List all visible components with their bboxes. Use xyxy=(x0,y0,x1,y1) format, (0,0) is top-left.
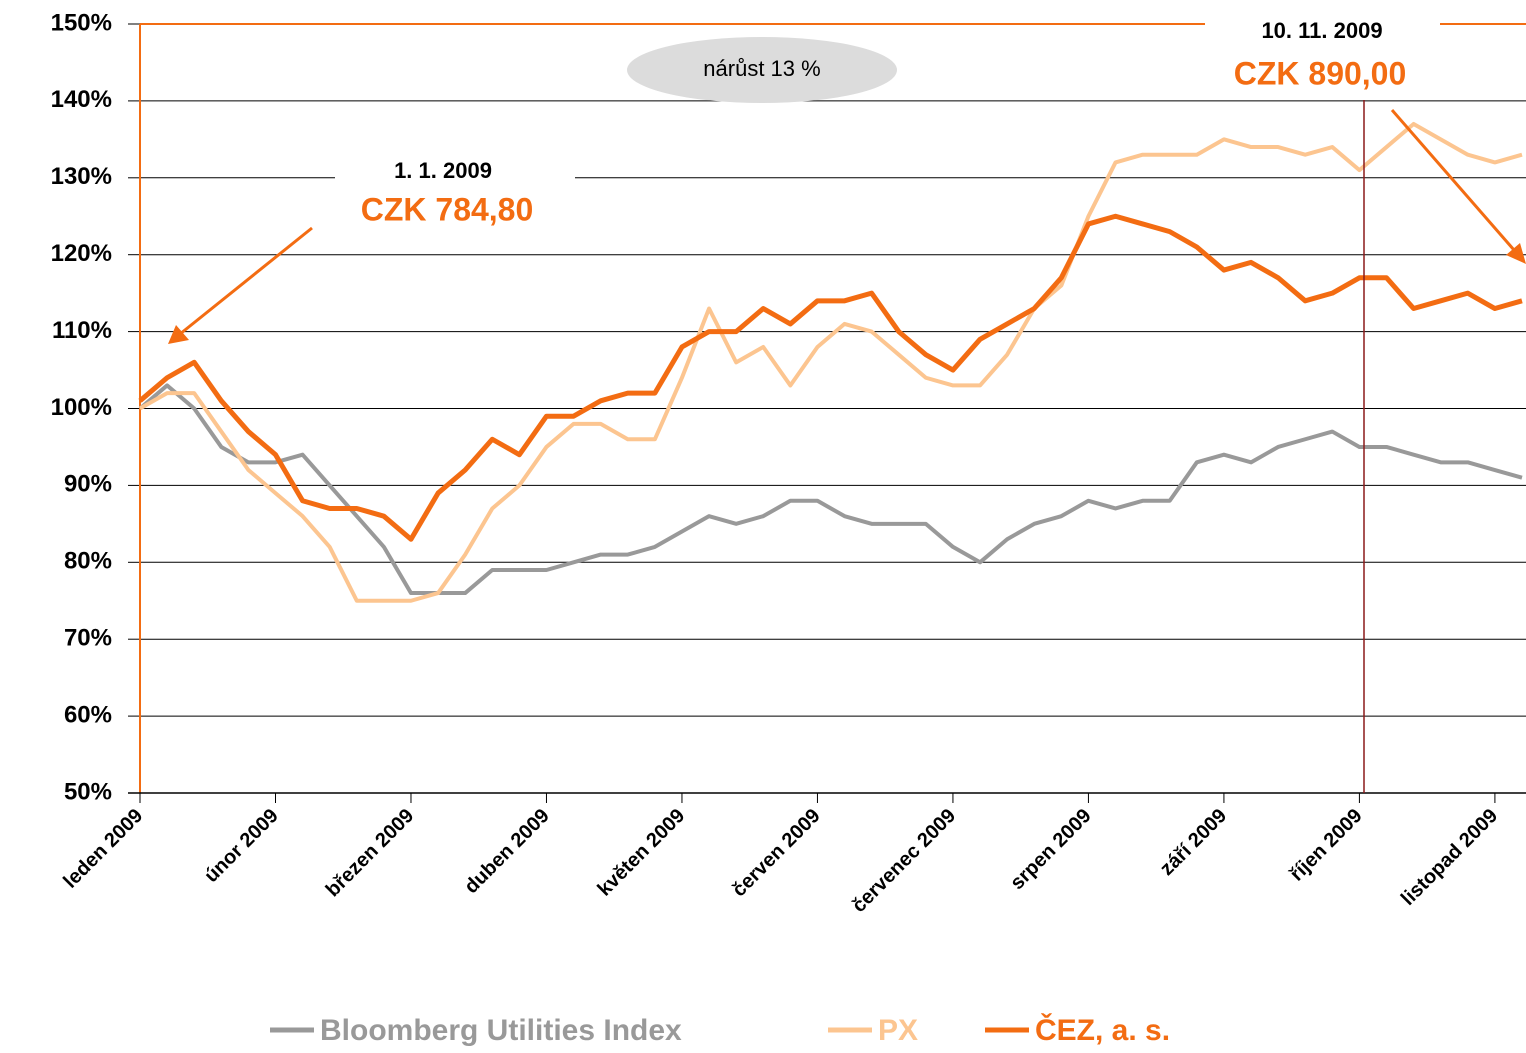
annotation-date: 1. 1. 2009 xyxy=(394,158,492,183)
legend-label: ČEZ, a. s. xyxy=(1035,1013,1170,1047)
arrow xyxy=(1390,109,1516,251)
annotation-growth: nárůst 13 % xyxy=(703,56,820,81)
y-tick-label: 100% xyxy=(51,394,112,421)
y-tick-label: 130% xyxy=(51,163,112,190)
x-tick-label: červen 2009 xyxy=(728,805,825,902)
x-tick-label: září 2009 xyxy=(1156,805,1231,880)
x-tick-label: srpen 2009 xyxy=(1006,805,1095,894)
y-tick-label: 90% xyxy=(64,471,112,498)
series-line xyxy=(138,383,1523,596)
x-tick-label: listopad 2009 xyxy=(1397,805,1502,910)
y-tick-label: 150% xyxy=(51,9,112,36)
lines xyxy=(138,121,1523,603)
annotation-box xyxy=(335,150,575,252)
x-tick-label: duben 2009 xyxy=(460,805,553,898)
arrowhead xyxy=(168,325,189,344)
annotation-date: 10. 11. 2009 xyxy=(1261,18,1382,43)
series-line xyxy=(139,121,1523,603)
y-tick-label: 60% xyxy=(64,701,112,728)
x-tick-label: leden 2009 xyxy=(59,805,147,893)
x-tick-label: říjen 2009 xyxy=(1286,805,1367,886)
y-tick-label: 50% xyxy=(64,778,112,805)
x-tick-label: únor 2009 xyxy=(200,805,282,887)
series-line xyxy=(138,213,1523,542)
y-tick-label: 80% xyxy=(64,548,112,575)
y-tick-label: 120% xyxy=(51,240,112,267)
annotation-box xyxy=(1205,0,1440,100)
arrowhead xyxy=(1506,243,1526,264)
overlay: 1. 1. 2009 CZK 784,80 10. 11. 2009 CZK 8… xyxy=(168,0,1526,793)
y-tick-label: 110% xyxy=(52,317,112,344)
legend-label: PX xyxy=(878,1014,918,1047)
legend-label: Bloomberg Utilities Index xyxy=(320,1014,682,1047)
annotation-price: CZK 890,00 xyxy=(1234,55,1407,91)
y-tick-label: 140% xyxy=(51,86,112,113)
x-tick-label: červenec 2009 xyxy=(848,805,960,917)
legend: Bloomberg Utilities Index PX ČEZ, a. s. xyxy=(270,1013,1170,1047)
arrow xyxy=(179,226,313,336)
y-tick-label: 70% xyxy=(64,625,112,652)
annotation-price: CZK 784,80 xyxy=(361,191,534,227)
annotation-ellipse xyxy=(627,37,897,103)
x-tick-label: březen 2009 xyxy=(322,805,419,902)
x-tick-label: květen 2009 xyxy=(593,805,689,901)
